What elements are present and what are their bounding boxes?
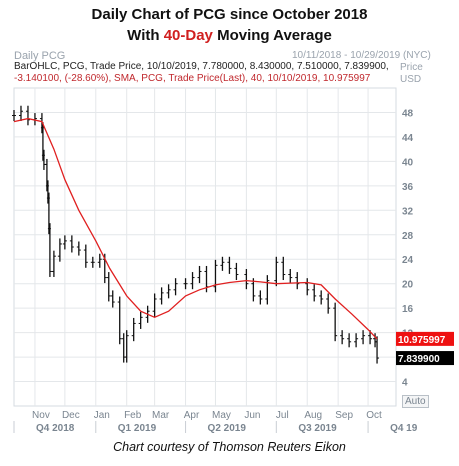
- x-tick-label: Apr: [184, 410, 200, 421]
- x-tick-label: Mar: [152, 410, 170, 421]
- sma-value-label: 10.975997: [398, 335, 446, 346]
- price-value-label: 7.839900: [398, 354, 440, 365]
- price-label: Price: [400, 62, 423, 73]
- y-tick-label: 24: [402, 255, 414, 266]
- period-label: Q1 2019: [118, 423, 157, 434]
- y-tick-label: 36: [402, 182, 414, 193]
- subtitle-post: Moving Average: [212, 27, 332, 44]
- subtitle-highlight: 40-Day: [163, 27, 213, 44]
- x-tick-label: Feb: [124, 410, 142, 421]
- y-tick-label: 28: [402, 231, 414, 242]
- chart-title: Daily Chart of PCG since October 2018: [91, 6, 368, 23]
- currency-label: USD: [400, 74, 422, 85]
- date-range: 10/11/2018 - 10/29/2019 (NYC): [292, 50, 431, 61]
- sma-value-tag: [396, 331, 454, 346]
- legend-sma: -3.140100, (-28.60%), SMA, PCG, Trade Pr…: [14, 73, 371, 84]
- y-tick-label: 16: [402, 304, 414, 315]
- x-tick-label: May: [212, 410, 231, 421]
- x-tick-label: Jul: [276, 410, 289, 421]
- x-tick-label: Sep: [335, 410, 353, 421]
- chart-subtitle: With 40-Day Moving Average: [0, 27, 459, 44]
- x-tick-label: Dec: [62, 410, 80, 421]
- sma-line: [13, 117, 378, 340]
- chart-panel[interactable]: [6, 48, 454, 438]
- chart-credit: Chart courtesy of Thomson Reuters Eikon: [113, 440, 346, 454]
- price-axis-label: Price USD: [400, 62, 423, 86]
- x-tick-label: Jun: [244, 410, 260, 421]
- x-tick-label: Jan: [94, 410, 110, 421]
- chart-name: Daily PCG: [14, 50, 66, 62]
- subtitle-pre: With: [127, 27, 164, 44]
- x-tick-label: Aug: [304, 410, 322, 421]
- y-tick-label: 40: [402, 157, 414, 168]
- price-value-tag: [396, 351, 454, 366]
- y-tick-label: 20: [402, 280, 414, 291]
- legend-ohlc: BarOHLC, PCG, Trade Price, 10/10/2019, 7…: [14, 61, 389, 72]
- y-tick-label: 44: [402, 133, 414, 144]
- auto-scale-button[interactable]: Auto: [402, 395, 429, 408]
- y-tick-label: 48: [402, 108, 414, 119]
- x-tick-label: Nov: [32, 410, 50, 421]
- period-label: Q3 2019: [298, 423, 337, 434]
- plot-area: [13, 87, 397, 407]
- y-tick-label: 4: [402, 378, 408, 389]
- period-label: Q2 2019: [208, 423, 247, 434]
- x-tick-label: Oct: [366, 410, 382, 421]
- y-tick-label: 32: [402, 206, 414, 217]
- period-label: Q4 2018: [36, 423, 75, 434]
- period-label: Q4 19: [390, 423, 418, 434]
